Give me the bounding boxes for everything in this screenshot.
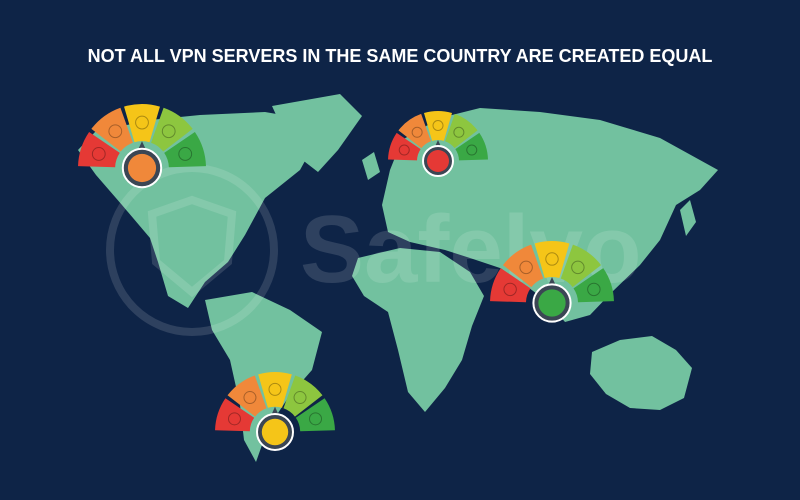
gauge-segment [445, 113, 478, 149]
gauge-indicator [538, 289, 566, 317]
segment-face [108, 124, 123, 139]
gauge-indicator [427, 150, 449, 172]
gauge-segment [534, 240, 570, 279]
gauge [78, 104, 206, 189]
gauge-segment [91, 107, 133, 152]
segment-face [432, 120, 444, 131]
segment-face [268, 382, 282, 396]
gauge [388, 111, 488, 177]
segment-face [178, 147, 193, 161]
gauge-segment [502, 244, 544, 288]
gauge [490, 240, 614, 323]
australia [590, 336, 692, 410]
segment-face [243, 391, 257, 405]
segment-face [519, 260, 533, 275]
segment-face [91, 147, 106, 161]
segment-face [503, 282, 517, 297]
segment-face [227, 412, 241, 426]
segment-face [453, 126, 465, 138]
segment-face [161, 124, 176, 139]
gauge-segment [164, 131, 206, 168]
gauge-segment [455, 132, 488, 161]
gauge-segment [215, 398, 255, 432]
gauges [78, 104, 614, 451]
segment-face [587, 282, 601, 297]
gauge-segment [388, 132, 421, 161]
gauge-segment [295, 398, 335, 432]
gauge-segment [490, 268, 531, 303]
gauge-segment [560, 244, 602, 288]
gauge-indicator [261, 418, 289, 446]
segment-face [545, 252, 559, 266]
segment-face [293, 391, 307, 405]
gauge-segment [573, 268, 614, 303]
segment-face [411, 126, 423, 138]
gauge-segment [78, 131, 120, 168]
gauge-segment [423, 111, 453, 141]
gauge-indicator [127, 153, 157, 183]
greenland [272, 94, 362, 172]
uk [362, 152, 380, 180]
title: NOT ALL VPN SERVERS IN THE SAME COUNTRY … [88, 46, 713, 66]
segment-face [466, 144, 478, 156]
gauge [215, 372, 335, 451]
gauge-segment [398, 113, 431, 149]
watermark-logo [106, 164, 278, 336]
japan [680, 200, 696, 236]
africa [352, 248, 484, 412]
segment-face [571, 260, 585, 275]
eurasia [382, 108, 718, 322]
segment-face [398, 144, 410, 156]
gauge-segment [124, 104, 160, 143]
segment-face [135, 115, 149, 130]
gauge-segment [258, 372, 292, 408]
gauge-segment [227, 375, 267, 417]
segment-face [309, 412, 323, 426]
gauge-segment [151, 107, 193, 152]
gauge-segment [283, 375, 323, 417]
